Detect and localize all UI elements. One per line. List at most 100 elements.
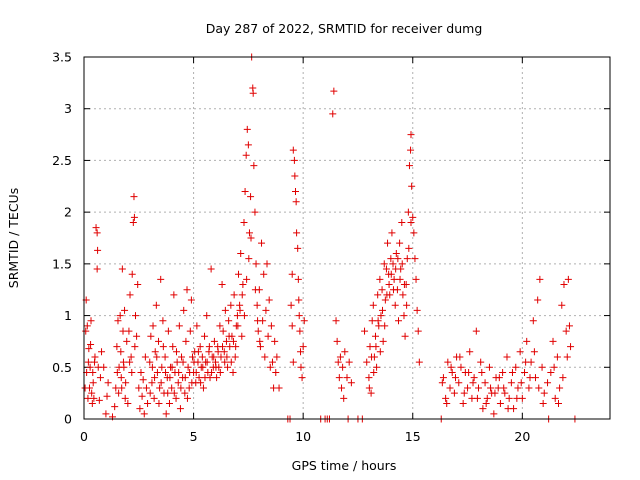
- data-point: [363, 358, 371, 366]
- data-point: [201, 332, 209, 340]
- data-point: [485, 363, 493, 371]
- data-point: [365, 374, 373, 382]
- data-point: [251, 208, 259, 216]
- data-point: [381, 296, 389, 304]
- data-point: [296, 327, 304, 335]
- data-point: [188, 353, 196, 361]
- data-point: [256, 337, 264, 345]
- data-point: [243, 275, 251, 283]
- data-point: [491, 389, 499, 397]
- data-point: [118, 265, 126, 273]
- data-point: [376, 348, 384, 356]
- data-point: [214, 348, 222, 356]
- data-point: [124, 399, 132, 407]
- data-point: [147, 332, 155, 340]
- data-point: [396, 239, 404, 247]
- data-point: [523, 337, 531, 345]
- x-tick-label: 15: [405, 429, 421, 444]
- data-point: [140, 410, 148, 418]
- data-point: [383, 291, 391, 299]
- data-point: [174, 379, 182, 387]
- data-point: [512, 363, 520, 371]
- data-point: [338, 384, 346, 392]
- data-point: [162, 410, 170, 418]
- data-point: [378, 286, 386, 294]
- data-point: [151, 374, 159, 382]
- data-point: [392, 250, 400, 258]
- data-point: [183, 394, 191, 402]
- data-point: [526, 374, 534, 382]
- data-point: [540, 389, 548, 397]
- data-point: [165, 399, 173, 407]
- data-point: [551, 394, 559, 402]
- data-point: [475, 384, 482, 392]
- data-point: [444, 358, 452, 366]
- y-tick-label: 2: [64, 205, 72, 220]
- data-point: [126, 291, 134, 299]
- data-point: [450, 389, 458, 397]
- data-point: [499, 368, 507, 376]
- data-point: [559, 374, 567, 382]
- data-point: [556, 384, 564, 392]
- data-point: [190, 358, 198, 366]
- y-axis-label: SRMTID / TECUs: [6, 188, 21, 288]
- data-point: [495, 374, 503, 382]
- data-point: [409, 213, 417, 221]
- data-point: [410, 229, 418, 237]
- data-point: [218, 281, 226, 289]
- data-point: [565, 322, 573, 330]
- data-point: [100, 363, 108, 371]
- data-point: [264, 332, 272, 340]
- data-point: [381, 322, 389, 330]
- data-point: [339, 363, 347, 371]
- data-point: [439, 374, 447, 382]
- data-point: [405, 244, 413, 252]
- data-point: [183, 286, 191, 294]
- data-point: [456, 353, 464, 361]
- data-point: [380, 260, 388, 268]
- data-point: [182, 337, 190, 345]
- data-point: [400, 281, 408, 289]
- data-point: [394, 255, 402, 263]
- data-point: [343, 374, 351, 382]
- data-point: [501, 389, 509, 397]
- data-point: [164, 389, 172, 397]
- data-point: [176, 405, 184, 413]
- data-point: [516, 348, 524, 356]
- data-point: [379, 337, 387, 345]
- data-point: [94, 246, 102, 254]
- data-point: [398, 218, 406, 226]
- data-point: [535, 384, 543, 392]
- data-point: [142, 384, 150, 392]
- data-point: [297, 348, 305, 356]
- data-point: [148, 379, 156, 387]
- data-point: [151, 348, 159, 356]
- data-point: [243, 125, 251, 133]
- data-point: [477, 358, 485, 366]
- data-point: [299, 343, 307, 351]
- data-point: [250, 162, 258, 170]
- data-point: [168, 384, 176, 392]
- data-point: [536, 275, 544, 283]
- data-point: [150, 394, 158, 402]
- data-point: [558, 301, 566, 309]
- data-point: [290, 156, 298, 164]
- data-point: [104, 379, 112, 387]
- data-point: [216, 368, 224, 376]
- data-point: [567, 343, 575, 351]
- data-point: [252, 260, 260, 268]
- data-point: [408, 182, 416, 190]
- data-point: [482, 399, 490, 407]
- data-point: [126, 358, 134, 366]
- data-point: [186, 368, 194, 376]
- data-point: [407, 146, 415, 154]
- data-point: [184, 363, 192, 371]
- data-point: [247, 234, 255, 242]
- data-point: [401, 332, 409, 340]
- data-point: [365, 384, 373, 392]
- data-point: [84, 394, 92, 402]
- data-point: [554, 399, 562, 407]
- data-point: [560, 281, 568, 289]
- data-point: [382, 265, 390, 273]
